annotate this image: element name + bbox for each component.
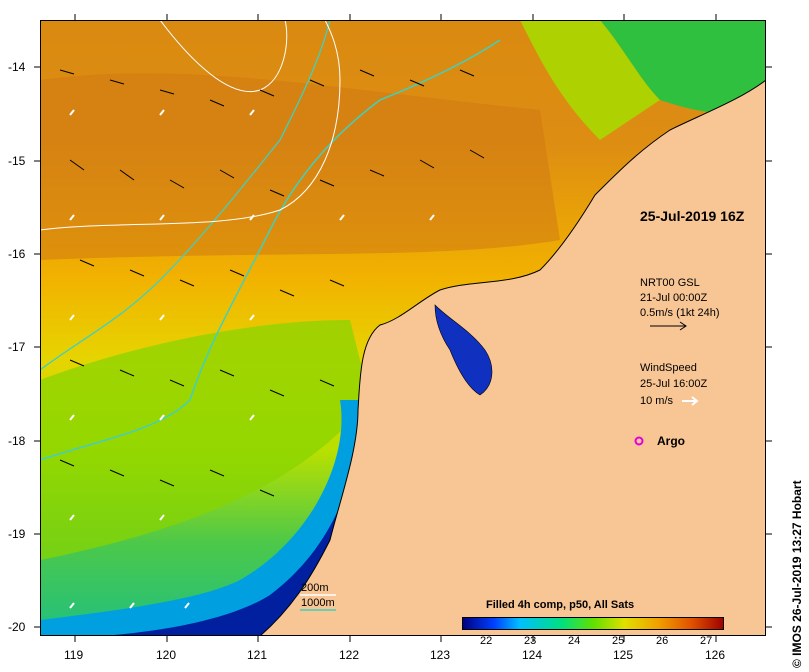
wind-legend-line1: WindSpeed bbox=[640, 362, 697, 374]
shelf-sst bbox=[40, 320, 370, 560]
map-border bbox=[40, 20, 766, 636]
isobath-200m bbox=[40, 39, 501, 461]
y-tick-label: -20 bbox=[8, 620, 26, 634]
current-scale-arrow-icon bbox=[650, 321, 687, 331]
colorbar-title: Filled 4h comp, p50, All Sats bbox=[486, 599, 635, 611]
isobath-1000m-north bbox=[159, 20, 288, 92]
sst-map-canvas bbox=[40, 20, 766, 636]
colorbar-tick: 26 bbox=[656, 635, 669, 647]
nearshore-upwelling-blue bbox=[100, 410, 370, 636]
timestamp-title: 25-Jul-2019 16Z bbox=[640, 208, 745, 224]
argo-label: Argo bbox=[657, 434, 685, 448]
x-tick-label: 126 bbox=[705, 648, 726, 662]
y-tick-label: -18 bbox=[8, 434, 26, 448]
colorbar-tick: 23 bbox=[524, 635, 537, 647]
wind-legend-line2: 25-Jul 16:00Z bbox=[640, 378, 708, 390]
land-mass bbox=[260, 80, 766, 636]
y-tick-label: -16 bbox=[8, 247, 26, 261]
isobath-legend-200m: 200m bbox=[301, 582, 329, 594]
y-tick-label: -19 bbox=[8, 527, 26, 541]
wind-legend-line3: 10 m/s bbox=[640, 395, 674, 407]
current-legend-line3: 0.5m/s (1kt 24h) bbox=[640, 307, 720, 319]
isobath-200m-outer bbox=[40, 20, 331, 371]
imos-credit: © IMOS 26-Jul-2019 13:27 Hobart bbox=[790, 480, 804, 668]
wind-scale-arrow-icon bbox=[682, 396, 699, 406]
x-tick-label: 123 bbox=[430, 648, 451, 662]
sst-map bbox=[40, 20, 766, 636]
isobath-legend-1000m: 1000m bbox=[301, 597, 335, 609]
y-tick-label: -17 bbox=[8, 340, 26, 354]
gulf-inlet bbox=[434, 304, 493, 396]
x-tick-label: 124 bbox=[522, 648, 543, 662]
isobath-1000m bbox=[40, 20, 341, 231]
argo-marker-icon bbox=[634, 436, 644, 446]
mid-sst-northeast bbox=[520, 20, 660, 140]
colorbar bbox=[462, 617, 724, 630]
x-tick-label: 119 bbox=[64, 648, 84, 662]
x-tick-label: 120 bbox=[156, 648, 177, 662]
colorbar-tick: 25 bbox=[612, 635, 625, 647]
colorbar-tick: 27 bbox=[700, 635, 713, 647]
current-legend-line2: 21-Jul 00:00Z bbox=[640, 292, 708, 304]
cool-sst-northeast bbox=[600, 20, 766, 115]
current-legend-line1: NRT00 GSL bbox=[640, 277, 700, 289]
x-tick-label: 121 bbox=[247, 648, 268, 662]
colorbar-tick: 24 bbox=[568, 635, 581, 647]
coastline bbox=[259, 79, 766, 636]
wind-vectors bbox=[69, 109, 435, 609]
x-tick-label: 125 bbox=[613, 648, 634, 662]
warm-sst-band bbox=[40, 73, 560, 260]
colorbar-tick: 22 bbox=[480, 635, 493, 647]
y-tick-label: -14 bbox=[8, 60, 26, 74]
x-tick-label: 122 bbox=[339, 648, 360, 662]
nearshore-upwelling-cyan bbox=[40, 400, 370, 636]
isobath-legend-swatches bbox=[300, 594, 336, 611]
current-vectors bbox=[59, 69, 485, 497]
y-tick-label: -15 bbox=[8, 154, 26, 168]
